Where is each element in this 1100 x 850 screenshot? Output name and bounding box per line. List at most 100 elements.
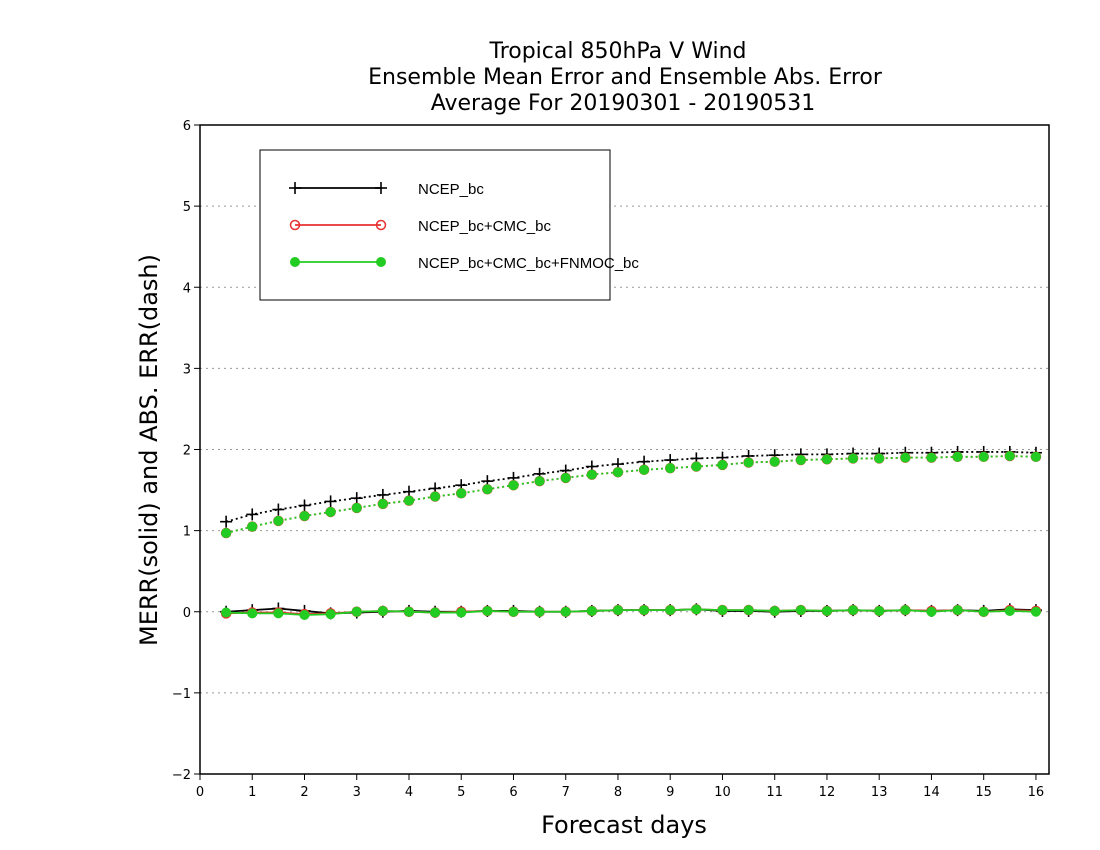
x-tick-label: 5 (457, 785, 465, 800)
legend-marker (376, 257, 386, 267)
abs-err-point (639, 464, 650, 475)
merr-point (952, 605, 963, 616)
series-3 (221, 450, 1041, 620)
series-2 (220, 450, 1042, 620)
abs-err-point (430, 491, 441, 502)
merr-point (482, 605, 493, 616)
abs-err-point (299, 511, 310, 522)
merr-point (717, 605, 728, 616)
y-tick-label: 4 (183, 281, 191, 296)
abs-err-point (769, 456, 780, 467)
merr-point (848, 605, 859, 616)
x-tick-label: 12 (819, 785, 836, 800)
abs-err-line (225, 455, 1036, 534)
y-tick-label: 6 (183, 119, 191, 134)
abs-err-point (952, 451, 963, 462)
y-tick-label: −2 (172, 768, 191, 783)
abs-err-point (246, 508, 259, 521)
abs-err-line (225, 451, 1036, 523)
merr-point (743, 605, 754, 616)
abs-err-point (612, 467, 623, 478)
abs-err-point (221, 528, 232, 539)
abs-err-point (298, 499, 311, 512)
abs-err-point (717, 459, 728, 470)
abs-err-line (225, 455, 1036, 534)
x-tick-label: 11 (766, 785, 783, 800)
abs-err-point (586, 469, 597, 480)
merr-point (351, 606, 362, 617)
x-tick-label: 10 (714, 785, 731, 800)
y-axis-ticks: −2 −1 0 1 2 3 4 5 6 (172, 119, 200, 783)
abs-err-point (377, 498, 388, 509)
plot-frame (199, 124, 1050, 775)
x-axis-ticks: 0 1 2 3 4 5 6 7 8 9 10 11 12 13 14 15 16 (196, 774, 1044, 800)
abs-err-point (848, 453, 859, 464)
legend-item: NCEP_bc (289, 181, 484, 198)
merr-point (639, 605, 650, 616)
abs-err-point (665, 463, 676, 474)
abs-err-point (403, 495, 414, 506)
merr-point (612, 605, 623, 616)
merr-point (377, 605, 388, 616)
merr-point (325, 609, 336, 620)
legend-marker (375, 182, 387, 194)
x-tick-label: 3 (353, 785, 361, 800)
title-line-1: Tropical 850hPa V Wind (488, 39, 746, 64)
legend-item: NCEP_bc+CMC_bc (289, 218, 551, 235)
y-axis-label: MERR(solid) and ABS. ERR(dash) (135, 254, 163, 646)
legend-label: NCEP_bc+CMC_bc+FNMOC_bc (418, 255, 639, 272)
x-tick-label: 7 (562, 785, 570, 800)
legend-item: NCEP_bc+CMC_bc+FNMOC_bc (290, 255, 639, 272)
abs-err-point (220, 515, 233, 528)
chart-title: Tropical 850hPa V Wind Ensemble Mean Err… (368, 39, 883, 116)
merr-point (821, 605, 832, 616)
abs-err-point (926, 452, 937, 463)
abs-err-point (874, 453, 885, 464)
x-tick-label: 13 (871, 785, 888, 800)
abs-err-point (1030, 451, 1041, 462)
abs-err-point (560, 472, 571, 483)
legend-marker (375, 219, 387, 231)
merr-point (560, 606, 571, 617)
abs-err-point (324, 495, 337, 508)
merr-point (691, 604, 702, 615)
merr-point (874, 605, 885, 616)
abs-err-point (900, 452, 911, 463)
abs-err-point (795, 455, 806, 466)
merr-point (978, 606, 989, 617)
merr-point (665, 605, 676, 616)
x-tick-label: 1 (248, 785, 256, 800)
merr-point (926, 606, 937, 617)
merr-point (586, 605, 597, 616)
abs-err-point (1004, 450, 1015, 461)
series-1 (220, 445, 1042, 620)
y-tick-label: −1 (172, 687, 191, 702)
legend-marker (290, 257, 300, 267)
x-tick-label: 16 (1028, 785, 1045, 800)
merr-point (900, 605, 911, 616)
merr-point (795, 605, 806, 616)
abs-err-point (272, 503, 285, 516)
abs-err-point (325, 506, 336, 517)
merr-point (430, 607, 441, 618)
y-tick-label: 5 (183, 200, 191, 215)
abs-err-point (350, 492, 363, 505)
y-tick-label: 2 (183, 444, 191, 459)
merr-point (769, 605, 780, 616)
legend-label: NCEP_bc+CMC_bc (418, 218, 551, 235)
x-tick-label: 8 (614, 785, 622, 800)
abs-err-point (247, 521, 258, 532)
title-line-3: Average For 20190301 - 20190531 (431, 91, 816, 116)
abs-err-point (351, 502, 362, 513)
x-tick-label: 0 (196, 785, 204, 800)
merr-point (1030, 606, 1041, 617)
legend-marker (289, 219, 301, 231)
y-tick-label: 3 (183, 362, 191, 377)
x-tick-label: 2 (300, 785, 308, 800)
merr-point (273, 608, 284, 619)
series-layer (220, 445, 1042, 620)
y-tick-label: 0 (183, 606, 191, 621)
abs-err-point (691, 461, 702, 472)
y-tick-label: 1 (183, 525, 191, 540)
